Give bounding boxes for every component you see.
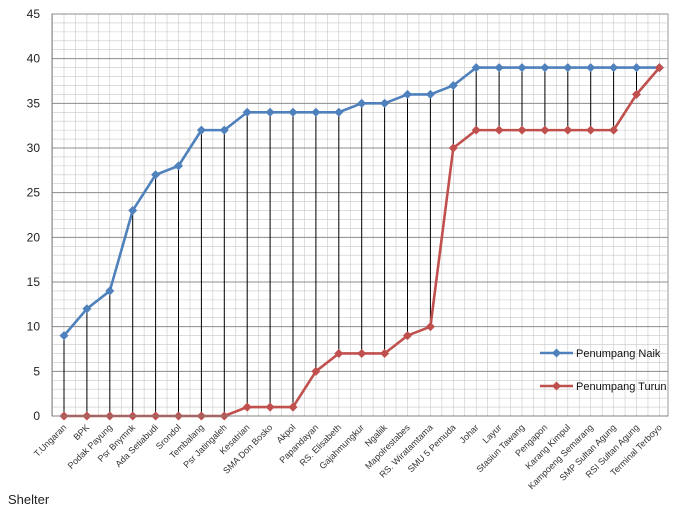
y-tick-label: 35	[27, 96, 41, 110]
data-point	[609, 125, 619, 135]
data-point	[471, 63, 481, 73]
data-point	[196, 125, 206, 135]
y-tick-label: 40	[27, 52, 41, 66]
grid	[51, 13, 669, 417]
data-point	[609, 63, 619, 73]
legend-label: Penumpang Turun	[576, 381, 667, 393]
legend-label: Penumpang Naik	[576, 348, 661, 360]
drop-lines	[63, 67, 637, 416]
data-point	[82, 304, 92, 314]
data-point	[105, 286, 115, 296]
y-tick-label: 5	[33, 364, 40, 378]
y-tick-label: 0	[33, 409, 40, 423]
y-tick-label: 30	[27, 141, 41, 155]
data-point	[425, 89, 435, 99]
x-tick-label: BPK	[72, 422, 92, 442]
data-point	[311, 107, 321, 117]
y-tick-label: 10	[27, 320, 41, 334]
y-tick-label: 25	[27, 186, 41, 200]
data-point	[448, 80, 458, 90]
data-point	[494, 63, 504, 73]
legend: Penumpang Naik Penumpang Turun	[540, 348, 667, 393]
y-tick-label: 45	[27, 7, 41, 21]
data-point	[334, 107, 344, 117]
y-tick-label: 15	[27, 275, 41, 289]
data-point	[448, 143, 458, 153]
x-tick-label: T.Ungaran	[32, 422, 68, 458]
y-tick-label: 20	[27, 230, 41, 244]
x-axis-label: Shelter	[8, 492, 50, 507]
x-tick-label: Johar	[458, 422, 481, 445]
data-point	[242, 402, 252, 412]
data-point	[242, 107, 252, 117]
data-point	[173, 161, 184, 171]
plot-area	[51, 13, 669, 417]
data-point	[219, 125, 229, 135]
